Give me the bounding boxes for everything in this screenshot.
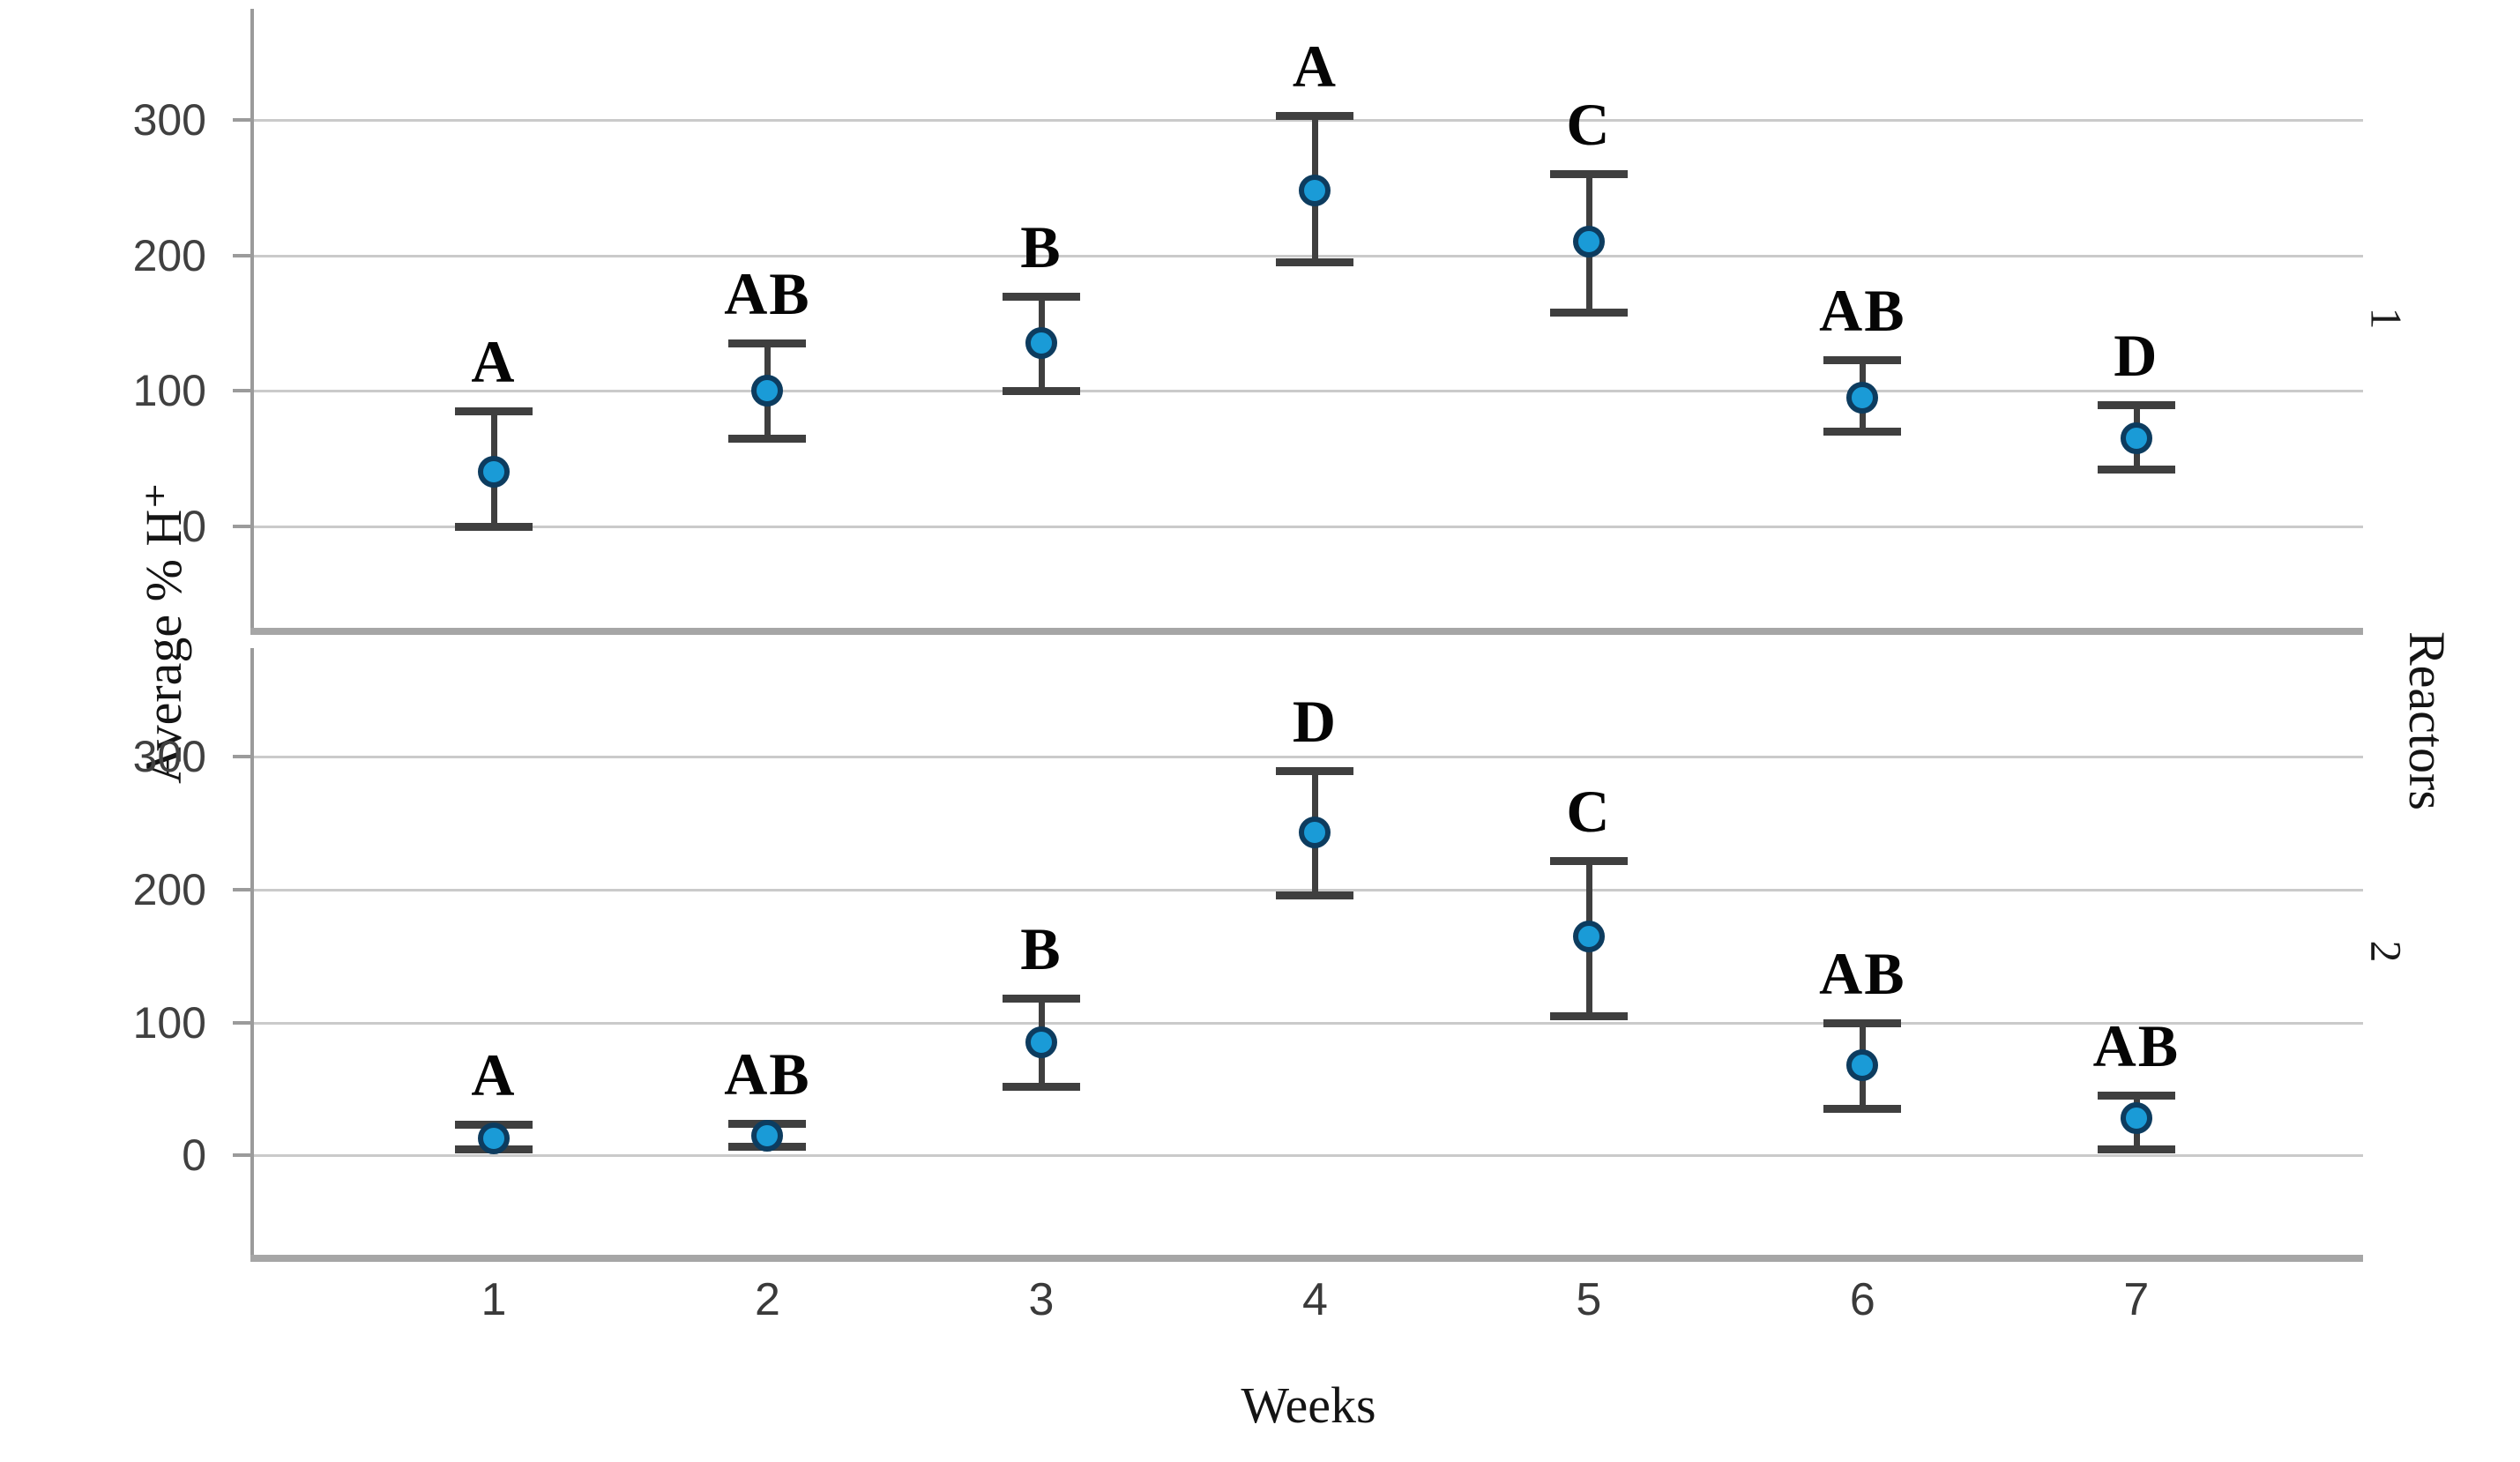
data-point-marker <box>2120 1101 2152 1134</box>
data-point-marker <box>1299 174 1331 206</box>
gridline-200 <box>254 888 2363 891</box>
significance-letter: AB <box>1819 939 1906 1007</box>
data-point-marker <box>1572 226 1605 258</box>
y-tick-mark-300 <box>233 755 250 759</box>
facet-label-2: 2 <box>2361 940 2412 963</box>
significance-letter: D <box>2114 321 2159 389</box>
significance-letter: C <box>1566 91 1612 159</box>
significance-letter: A <box>471 1041 517 1109</box>
significance-letter: B <box>1020 915 1062 983</box>
data-point-marker <box>1025 327 1057 360</box>
gridline-100 <box>254 1021 2363 1025</box>
significance-letter: A <box>471 328 517 396</box>
panel-reactor-1: 0 100 200 300 A AB B A C AB D 1 <box>133 9 2412 635</box>
significance-letter: D <box>1292 687 1338 755</box>
error-bar-cap-top <box>1823 1018 1902 1027</box>
error-bar-cap-top <box>1276 766 1354 775</box>
data-point-marker <box>1572 920 1605 952</box>
gridline-100 <box>254 390 2363 393</box>
gridline-300 <box>254 118 2363 122</box>
error-bar-cap-bottom <box>1002 387 1080 396</box>
significance-letter: B <box>1020 213 1062 280</box>
x-tick-label-7: 7 <box>2123 1274 2150 1325</box>
x-tick-label-5: 5 <box>1576 1274 1602 1325</box>
facet-label-1: 1 <box>2361 307 2412 330</box>
gridline-0 <box>254 525 2363 528</box>
data-point-marker <box>1846 1048 1879 1081</box>
error-bar-cap-top <box>1549 856 1628 865</box>
error-bar-cap-top <box>1276 112 1354 121</box>
significance-letter: C <box>1566 777 1612 845</box>
data-point-marker <box>1299 817 1331 849</box>
error-bar-cap-top <box>1823 355 1902 364</box>
error-bar-cap-top <box>1549 170 1628 179</box>
data-point-marker <box>477 456 510 489</box>
significance-letter: AB <box>724 1040 811 1108</box>
error-bar-cap-bottom <box>2097 1145 2175 1153</box>
y-tick-label: 300 <box>132 732 206 782</box>
error-bar-cap-top <box>1002 995 1080 1003</box>
gridline-300 <box>254 756 2363 759</box>
gridline-0 <box>254 1154 2363 1158</box>
y-tick-label: 200 <box>132 230 206 280</box>
error-bar-cap-bottom <box>1276 891 1354 900</box>
error-bar-cap-bottom <box>1549 1012 1628 1020</box>
y-tick-mark-0 <box>233 1153 250 1158</box>
data-point-marker <box>2120 421 2152 454</box>
y-axis-line <box>250 648 254 1255</box>
gridline-200 <box>254 254 2363 257</box>
y-tick-mark-300 <box>233 117 250 122</box>
x-tick-label-6: 6 <box>1849 1274 1875 1325</box>
panel-bottom-border <box>250 628 2363 635</box>
x-tick-label-3: 3 <box>1028 1274 1055 1325</box>
data-point-marker <box>751 375 784 407</box>
data-point-marker <box>751 1119 784 1152</box>
y-tick-mark-200 <box>233 253 250 257</box>
y-tick-label: 100 <box>132 997 206 1048</box>
error-bar-cap-bottom <box>1823 1105 1902 1114</box>
error-bar-cap-bottom <box>1276 258 1354 267</box>
significance-letter: A <box>1292 33 1338 101</box>
x-axis-ticks: 1 2 3 4 5 6 7 <box>254 1273 2363 1335</box>
x-tick-label-4: 4 <box>1301 1274 1328 1325</box>
y-tick-mark-200 <box>233 887 250 891</box>
error-bar-cap-top <box>728 339 807 348</box>
y-tick-label: 0 <box>182 501 206 551</box>
error-bar-cap-bottom <box>454 522 533 531</box>
y-tick-label: 200 <box>132 864 206 914</box>
error-bar-cap-top <box>454 407 533 416</box>
error-bar-cap-bottom <box>1823 428 1902 436</box>
error-bar-cap-bottom <box>728 434 807 443</box>
significance-letter: AB <box>2092 1012 2181 1080</box>
data-point-marker <box>477 1122 510 1154</box>
panel-reactor-2: 0 100 200 300 A AB B D C AB AB 2 <box>133 648 2412 1262</box>
significance-letter: AB <box>724 260 811 328</box>
error-bar-cap-top <box>1002 292 1080 301</box>
y-tick-label: 0 <box>182 1130 206 1181</box>
significance-letter: AB <box>1819 276 1906 344</box>
x-axis-title: Weeks <box>1241 1376 1376 1434</box>
x-tick-label-1: 1 <box>481 1274 507 1325</box>
y-tick-mark-100 <box>233 389 250 393</box>
error-bar-cap-bottom <box>1549 309 1628 317</box>
error-bar-cap-top <box>2097 1092 2175 1100</box>
error-bar-cap-bottom <box>1002 1082 1080 1091</box>
panel-bottom-border <box>250 1255 2363 1262</box>
facet-axis-title: Reactors <box>2398 631 2456 810</box>
error-bar-cap-bottom <box>2097 466 2175 474</box>
y-tick-label: 100 <box>132 366 206 416</box>
data-point-marker <box>1846 381 1879 414</box>
error-bar-cap-top <box>2097 400 2175 409</box>
y-axis-line <box>250 9 254 628</box>
y-tick-mark-0 <box>233 524 250 528</box>
y-tick-mark-100 <box>233 1020 250 1025</box>
x-tick-label-2: 2 <box>754 1274 780 1325</box>
y-tick-label: 300 <box>132 94 206 145</box>
data-point-marker <box>1025 1026 1057 1059</box>
